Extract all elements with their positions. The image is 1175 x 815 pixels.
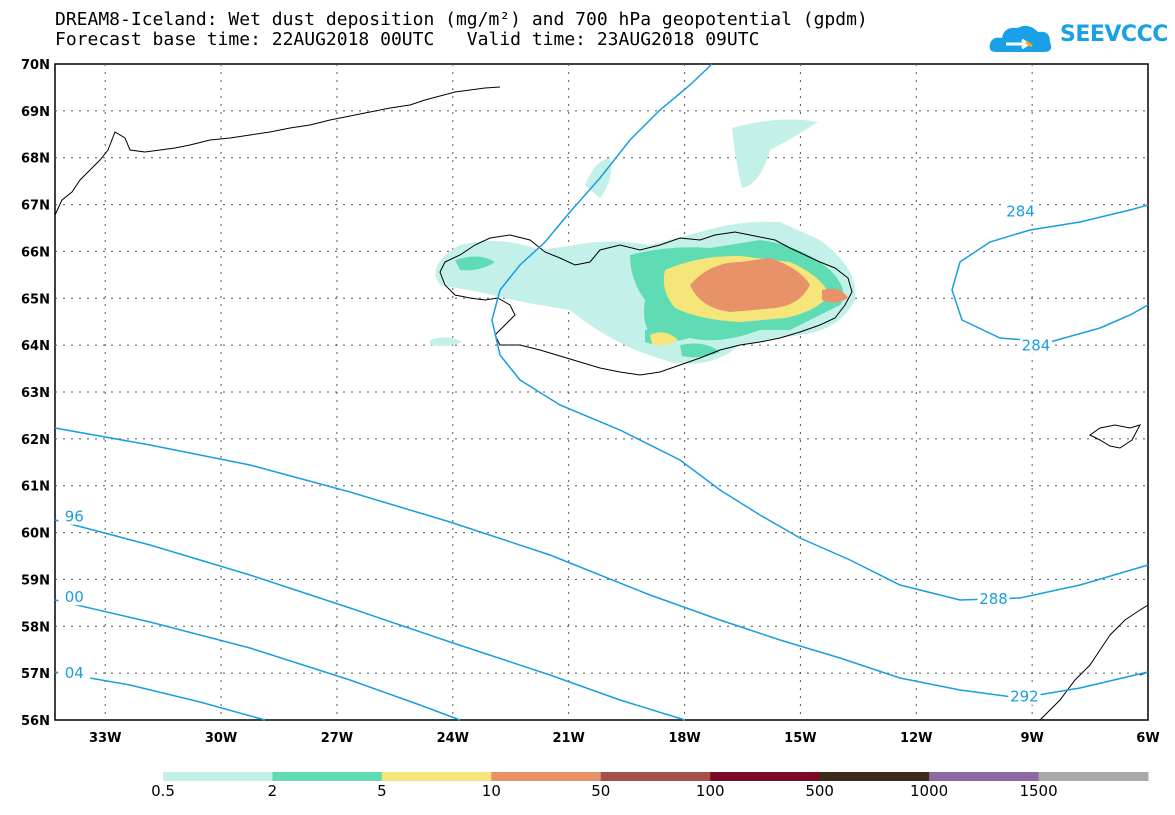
lat-tick-label: 56N — [21, 714, 50, 729]
lat-tick-label: 61N — [21, 480, 50, 495]
coastline-scotland — [1039, 604, 1149, 721]
lat-tick-label: 66N — [21, 245, 50, 260]
contour-central — [491, 63, 1149, 601]
colorbar-label: 5 — [377, 782, 387, 800]
dust-area-light-sw — [430, 337, 462, 346]
lat-tick-label: 63N — [21, 386, 50, 401]
contour-label: 04 — [65, 664, 84, 682]
lon-tick-label: 21W — [552, 731, 584, 746]
lat-tick-label: 67N — [21, 199, 50, 214]
colorbar-label: 50 — [591, 782, 611, 800]
contour-label: 284 — [1022, 337, 1051, 355]
geopotential-contours — [54, 63, 1149, 721]
colorbar-swatch — [272, 772, 383, 781]
lon-tick-label: 30W — [205, 731, 237, 746]
colorbar-swatch — [1038, 772, 1149, 781]
colorbar-swatch — [491, 772, 602, 781]
coastlines — [54, 86, 1149, 721]
lat-tick-label: 57N — [21, 667, 50, 682]
lon-tick-label: 12W — [900, 731, 932, 746]
lat-tick-label: 62N — [21, 433, 50, 448]
colorbar-label: 1500 — [1019, 782, 1058, 800]
lat-tick-label: 64N — [21, 339, 50, 354]
colorbar-label: 10 — [481, 782, 501, 800]
dust-area-light-nw — [585, 158, 612, 198]
contour-284-north — [951, 204, 1149, 343]
lon-tick-label: 15W — [784, 731, 816, 746]
colorbar-swatch — [710, 772, 821, 781]
lon-tick-label: 27W — [321, 731, 353, 746]
chart-title-line2: Forecast base time: 22AUG2018 00UTC Vali… — [55, 29, 760, 50]
contour-label: 284 — [1006, 203, 1035, 221]
coastline-greenland — [54, 86, 501, 216]
colorbar-swatch — [819, 772, 930, 781]
lat-tick-label: 68N — [21, 152, 50, 167]
colorbar-swatch — [381, 772, 492, 781]
lat-tick-label: 65N — [21, 292, 50, 307]
dust-area-orange-east — [822, 288, 848, 303]
coastline-faroe — [1089, 424, 1142, 449]
lat-tick-label: 70N — [21, 58, 50, 73]
colorbar-swatch — [163, 772, 273, 781]
colorbar-label: 1000 — [910, 782, 949, 800]
contour-296 — [54, 519, 686, 721]
lat-tick-label: 59N — [21, 573, 50, 588]
dust-area-medium-west — [455, 256, 495, 271]
lon-tick-label: 9W — [1020, 731, 1043, 746]
colorbar-swatch — [600, 772, 711, 781]
colorbar-swatch — [929, 772, 1040, 781]
lon-tick-label: 6W — [1136, 731, 1159, 746]
dust-deposition-field — [430, 119, 856, 364]
contour-label: 292 — [1010, 688, 1039, 706]
dust-area-yellow-south — [650, 332, 678, 346]
colorbar-label: 2 — [267, 782, 278, 800]
logo-text: SEEVCCC — [1060, 22, 1168, 47]
contour-label: 288 — [979, 590, 1008, 608]
colorbar-label: 0.5 — [151, 782, 175, 800]
dust-area-light-north — [732, 119, 818, 188]
colorbar-label: 100 — [695, 782, 725, 800]
lon-tick-label: 18W — [668, 731, 700, 746]
coastline-iceland — [439, 231, 853, 376]
lat-tick-label: 60N — [21, 527, 50, 542]
lat-tick-label: 58N — [21, 620, 50, 635]
cloud-logo-icon — [989, 25, 1052, 52]
contour-label: 00 — [65, 588, 84, 606]
contour-label: 96 — [65, 508, 84, 526]
lat-tick-label: 69N — [21, 105, 50, 120]
graticule — [55, 64, 1148, 720]
contour-north-band — [54, 427, 1149, 699]
colorbar-label: 500 — [805, 782, 834, 800]
contour-304 — [54, 671, 266, 721]
lon-tick-label: 24W — [437, 731, 469, 746]
lon-tick-label: 33W — [89, 731, 121, 746]
dust-area-orange — [690, 258, 810, 312]
colorbar — [163, 772, 1149, 781]
contour-300 — [54, 599, 461, 721]
chart-title-line1: DREAM8-Iceland: Wet dust deposition (mg/… — [55, 9, 868, 30]
